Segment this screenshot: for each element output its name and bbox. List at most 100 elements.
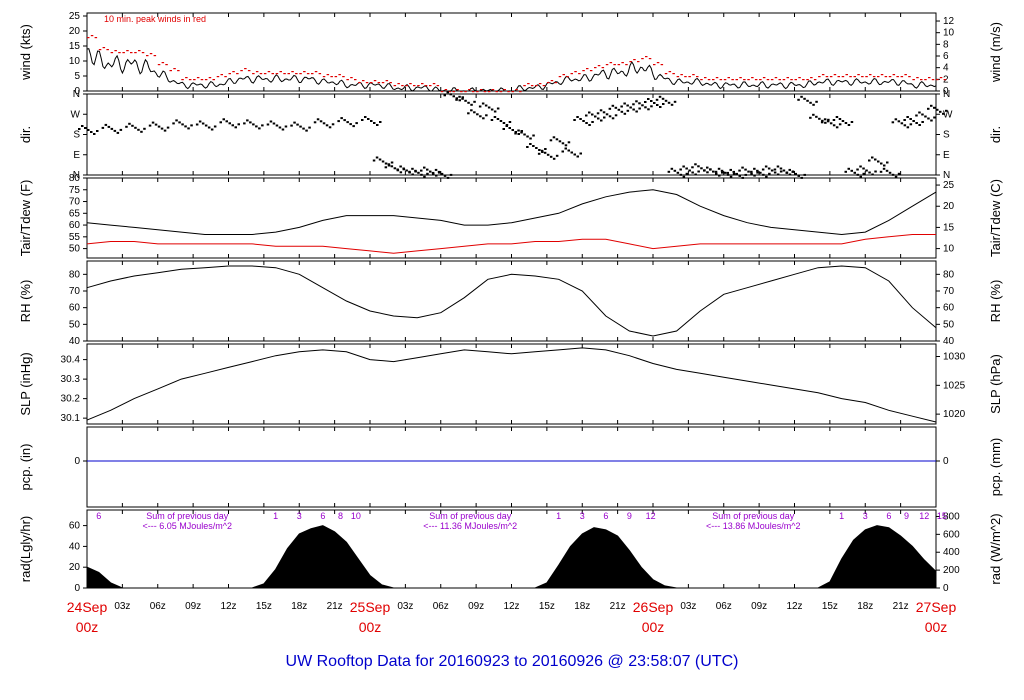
rad-hour-mark: 9 <box>904 511 909 521</box>
peak-wind-mark <box>122 52 125 54</box>
dir-point <box>753 167 756 170</box>
rad-hour-mark: 3 <box>297 511 302 521</box>
dir-point <box>750 172 753 175</box>
peak-wind-mark <box>578 73 581 75</box>
dir-point <box>299 125 302 128</box>
peak-wind-mark <box>896 76 899 78</box>
peak-wind-mark <box>90 35 94 37</box>
dir-point <box>879 170 883 173</box>
peak-wind-mark <box>629 61 632 63</box>
dir-point <box>824 121 827 124</box>
dir-point <box>623 112 627 115</box>
dir-point <box>894 175 898 178</box>
temp-tick-label-left: 80 <box>69 173 81 184</box>
dir-point <box>555 138 559 141</box>
dir-point <box>558 140 562 143</box>
rad-day-sum-title: Sum of previous day <box>712 511 795 521</box>
dir-point <box>644 101 647 103</box>
dir-point <box>408 170 411 173</box>
pcp-tick-label-right: 0 <box>943 456 949 467</box>
peak-wind-mark <box>939 77 943 79</box>
peak-wind-mark <box>633 59 636 61</box>
dir-point <box>175 119 178 122</box>
dir-point <box>207 126 211 129</box>
peak-wind-mark <box>173 68 176 70</box>
dir-point <box>579 118 582 120</box>
dir-point <box>726 173 730 176</box>
peak-wind-mark <box>185 77 188 79</box>
x-axis-day-time: 00z <box>925 619 948 635</box>
dir-point <box>903 124 907 127</box>
temp-tick-label-right: 20 <box>943 201 955 212</box>
peak-wind-mark <box>530 85 534 87</box>
rad-day-sum-title: Sum of previous day <box>429 511 512 521</box>
dir-point <box>496 118 500 120</box>
peak-wind-mark <box>499 91 503 93</box>
dir-point <box>532 145 535 147</box>
dir-point <box>372 159 376 162</box>
x-axis-day-label: 27Sep <box>916 599 957 615</box>
x-axis-tick-label: 12z <box>220 601 236 612</box>
dir-point <box>900 122 904 125</box>
peak-wind-mark <box>87 37 90 39</box>
dir-point <box>629 106 632 109</box>
dir-point <box>213 125 217 128</box>
dir-point <box>835 116 839 118</box>
peak-wind-mark <box>794 79 797 81</box>
peak-wind-mark <box>656 62 660 64</box>
dir-point <box>96 130 99 132</box>
dir-point <box>862 172 865 175</box>
dir-point <box>700 167 703 170</box>
dir-point <box>352 125 355 128</box>
peak-wind-mark <box>900 76 904 78</box>
peak-wind-mark <box>865 76 868 78</box>
wind-tick-label-right: 8 <box>943 39 949 50</box>
peak-wind-mark <box>527 83 530 85</box>
dir-point <box>694 173 697 176</box>
dir-point <box>729 168 732 171</box>
dir-point <box>761 168 765 171</box>
rh-tick-label-right: 50 <box>943 319 955 330</box>
peak-wind-mark <box>429 85 432 87</box>
peak-wind-mark <box>637 61 640 63</box>
peak-wind-mark <box>574 71 577 73</box>
peak-wind-mark <box>373 80 377 82</box>
peak-wind-mark <box>825 76 829 78</box>
peak-wind-mark <box>370 82 373 84</box>
dir-point <box>850 121 854 123</box>
dir-point <box>90 131 93 133</box>
dir-tick-label-right: E <box>943 150 950 161</box>
dir-point <box>364 116 367 118</box>
dir-point <box>647 98 650 100</box>
peak-wind-mark <box>181 79 184 81</box>
dir-point <box>782 169 786 172</box>
dir-ylabel-left: dir. <box>18 126 33 143</box>
peak-wind-mark <box>837 76 840 78</box>
dir-point <box>773 168 777 171</box>
dir-point <box>714 170 718 173</box>
dir-point <box>573 119 576 121</box>
rad-day-sum-value: <--- 13.86 MJoules/m^2 <box>706 521 801 531</box>
peak-wind-mark <box>468 89 471 91</box>
peak-wind-mark <box>130 52 133 54</box>
dir-point <box>915 114 918 117</box>
dir-point <box>594 115 597 118</box>
pcp-tick-label-left: 0 <box>74 456 80 467</box>
dir-point <box>732 172 736 175</box>
rad-ylabel-right: rad (W/m^2) <box>988 513 1003 584</box>
peak-wind-mark <box>495 91 498 93</box>
wind-tick-label-left: 15 <box>69 41 81 52</box>
dir-point <box>847 167 850 170</box>
peak-wind-mark <box>625 64 628 66</box>
dir-point <box>423 166 426 169</box>
dir-point <box>927 107 930 110</box>
dir-point <box>476 113 479 116</box>
x-axis-tick-label: 18z <box>857 601 873 612</box>
peak-wind-mark <box>660 64 664 66</box>
peak-wind-mark <box>134 52 137 54</box>
dir-point <box>906 116 909 118</box>
dir-point <box>302 127 305 130</box>
dir-point <box>331 123 335 126</box>
peak-wind-mark <box>291 71 294 73</box>
